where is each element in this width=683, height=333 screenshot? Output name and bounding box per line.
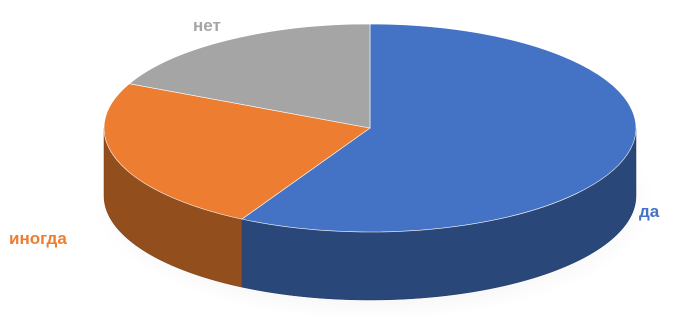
- pie-slice-2: [128, 23, 371, 129]
- slice-label-inogda: иногда: [9, 229, 67, 248]
- pie-slice-0: [241, 23, 637, 233]
- slice-label-da: да: [639, 202, 660, 221]
- pie-slice-1: [103, 83, 371, 220]
- slice-label-net: нет: [193, 16, 221, 35]
